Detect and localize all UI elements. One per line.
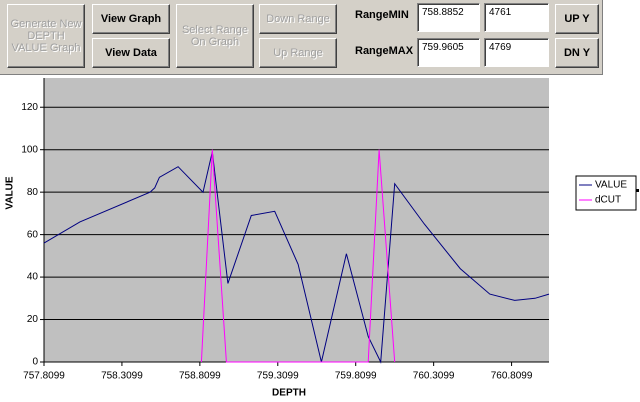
- view-graph-button[interactable]: View Graph: [92, 4, 170, 34]
- y-tick-label: 120: [21, 102, 38, 113]
- y-axis-label: VALUE: [5, 176, 16, 209]
- y-tick-label: 80: [27, 187, 39, 198]
- y-tick-label: 100: [21, 144, 38, 155]
- legend-label: dCUT: [595, 195, 621, 206]
- x-tick-label: 757.8099: [23, 371, 65, 382]
- toolbar: Generate New DEPTH VALUE Graph View Grap…: [0, 0, 603, 75]
- dn-y-button[interactable]: DN Y: [555, 38, 599, 68]
- generate-button[interactable]: Generate New DEPTH VALUE Graph: [7, 4, 85, 68]
- up-range-button[interactable]: Up Range: [259, 38, 337, 68]
- range-max-label: RangeMAX: [355, 45, 414, 57]
- series-line: [200, 149, 396, 363]
- up-y-button[interactable]: UP Y: [555, 4, 599, 34]
- x-tick-label: 760.3099: [413, 371, 455, 382]
- y-tick-label: 0: [32, 357, 38, 368]
- x-tick-label: 760.8099: [491, 371, 533, 382]
- down-range-button[interactable]: Down Range: [259, 4, 337, 34]
- legend-handle: [636, 189, 639, 192]
- x-axis-label: DEPTH: [272, 388, 306, 399]
- view-data-button[interactable]: View Data: [92, 38, 170, 68]
- x-tick-label: 759.8099: [335, 371, 377, 382]
- range-min-depth[interactable]: 758.8852: [417, 3, 480, 32]
- range-min-label: RangeMIN: [355, 9, 409, 21]
- legend-label: VALUE: [595, 180, 627, 191]
- range-min-index[interactable]: 4761: [484, 3, 549, 32]
- y-tick-label: 20: [27, 314, 39, 325]
- x-tick-label: 759.3099: [257, 371, 299, 382]
- range-max-depth[interactable]: 759.9605: [417, 38, 480, 67]
- legend-box: [575, 175, 637, 211]
- series-line: [43, 151, 550, 364]
- plot-area: [44, 78, 549, 362]
- x-tick-label: 758.8099: [179, 371, 221, 382]
- range-max-index[interactable]: 4769: [484, 38, 549, 67]
- y-tick-label: 40: [27, 272, 39, 283]
- y-tick-label: 60: [27, 229, 39, 240]
- select-range-button[interactable]: Select Range On Graph: [176, 4, 254, 68]
- x-tick-label: 758.3099: [101, 371, 143, 382]
